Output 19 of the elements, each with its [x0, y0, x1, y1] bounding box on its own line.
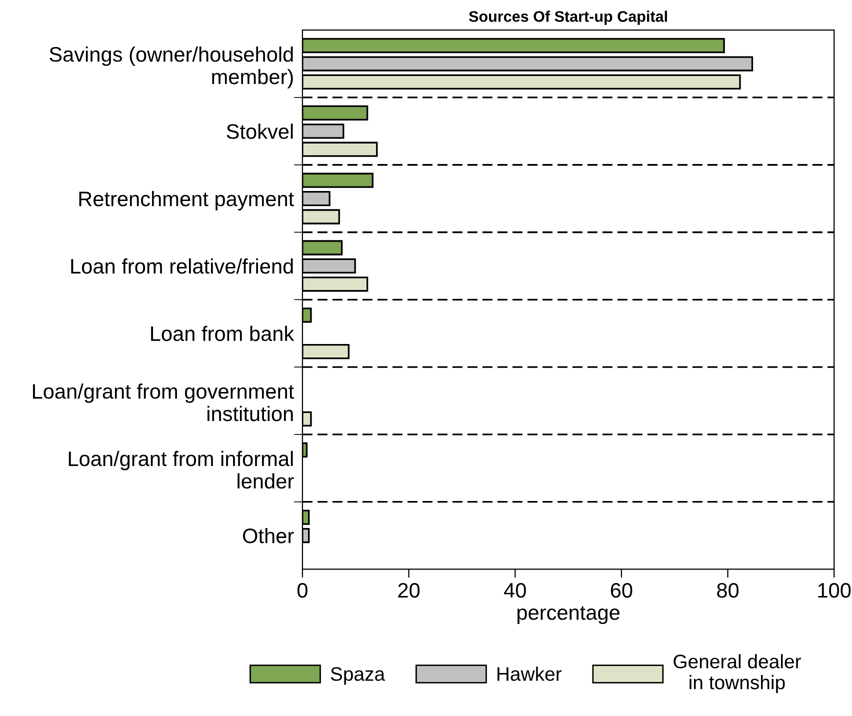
- x-tick-label: 40: [504, 582, 526, 598]
- y-tick-label: Stokvel: [226, 124, 293, 139]
- legend-label: Hawker: [498, 666, 562, 681]
- y-tick-label: Loan from bank: [151, 326, 294, 342]
- x-axis-title: percentage: [518, 606, 620, 624]
- x-tick-label: 60: [610, 582, 632, 598]
- legend-label: General dealer in township: [674, 654, 801, 694]
- y-tick-label: Other: [243, 528, 294, 544]
- x-tick-label: 0: [297, 582, 308, 598]
- x-tick-label: 80: [717, 582, 739, 598]
- chart-title: Sources Of Start-up Capital: [468, 10, 667, 25]
- y-tick-label: Savings (owner/household member): [50, 46, 293, 88]
- y-tick-label: Loan/grant from government institution: [32, 383, 294, 422]
- x-tick-label: 20: [398, 582, 420, 598]
- y-tick-label: Retrenchment payment: [79, 191, 294, 210]
- legend-label: Spaza: [330, 667, 386, 685]
- y-tick-label: Loan from relative/friend: [71, 258, 293, 274]
- x-tick-label: 100: [818, 582, 851, 598]
- y-tick-label: Loan/grant from informal lender: [68, 450, 294, 489]
